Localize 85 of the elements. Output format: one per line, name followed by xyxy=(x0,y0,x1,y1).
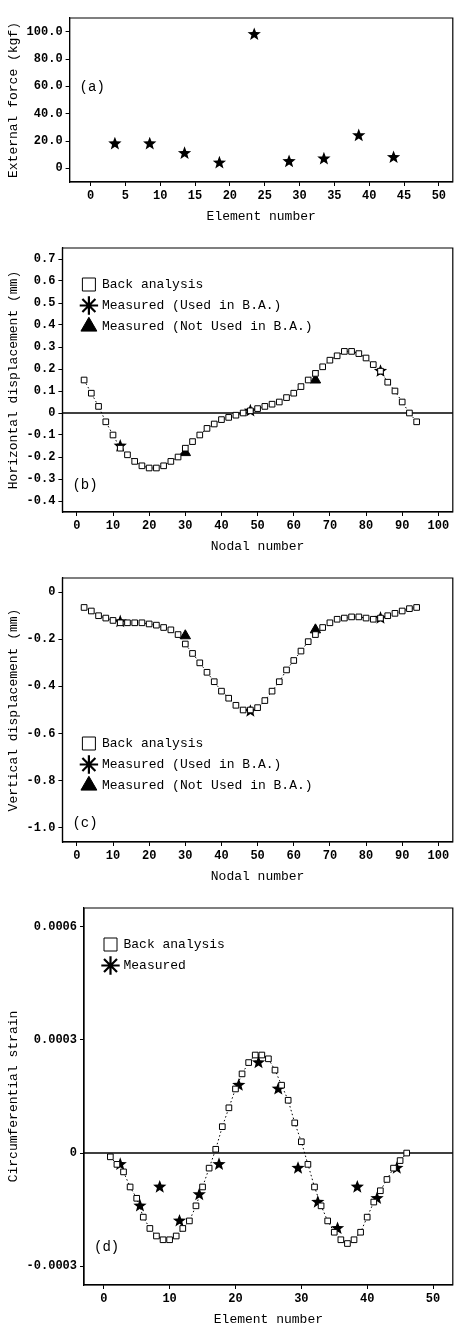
x-tick-label: 50 xyxy=(250,849,265,864)
legend-label: Measured xyxy=(123,957,186,973)
y-tick-label: 0 xyxy=(69,1146,78,1161)
y-tick-label: 0.1 xyxy=(33,384,56,399)
annotation: (a) xyxy=(79,78,105,95)
y-tick-label: 40.0 xyxy=(33,106,63,121)
x-tick-label: 5 xyxy=(121,189,129,204)
x-axis-title: Nodal number xyxy=(210,868,305,884)
x-tick-label: 60 xyxy=(286,519,301,534)
x-tick-label: 100 xyxy=(427,849,450,864)
y-axis-title: Circumferential strain xyxy=(6,1010,22,1183)
y-tick-label: 0 xyxy=(48,585,56,600)
x-tick-label: 40 xyxy=(359,1292,375,1307)
y-tick-label: 0.6 xyxy=(33,274,56,289)
x-tick-label: 20 xyxy=(222,189,238,204)
legend-label: Measured (Not Used in B.A.) xyxy=(101,318,313,334)
x-tick-label: 35 xyxy=(327,189,342,204)
y-tick-label: -0.8 xyxy=(26,773,56,788)
x-tick-label: 90 xyxy=(394,849,410,864)
x-tick-label: 50 xyxy=(425,1292,441,1307)
y-tick-label: 0 xyxy=(55,161,63,176)
y-tick-label: 0.3 xyxy=(33,340,56,355)
y-tick-label: 0 xyxy=(48,406,56,421)
y-tick-label: -1.0 xyxy=(26,820,56,835)
y-axis-title: External force (kgf) xyxy=(6,21,22,179)
annotation: (c) xyxy=(72,815,98,832)
x-tick-label: 0 xyxy=(100,1292,108,1307)
y-tick-label: 80.0 xyxy=(33,52,63,67)
x-tick-label: 20 xyxy=(141,519,157,534)
y-tick-label: 100.0 xyxy=(26,24,63,39)
x-tick-label: 10 xyxy=(105,519,121,534)
y-tick-label: -0.3 xyxy=(26,472,56,487)
x-tick-label: 10 xyxy=(152,189,168,204)
y-tick-label: -0.2 xyxy=(26,450,56,465)
x-tick-label: 80 xyxy=(358,849,374,864)
y-tick-label: 0.7 xyxy=(33,252,56,267)
x-tick-label: 20 xyxy=(228,1292,243,1307)
legend-label: Back analysis xyxy=(123,936,225,952)
legend-label: Back analysis xyxy=(101,735,204,751)
x-tick-label: 80 xyxy=(358,519,374,534)
x-axis-title: Element number xyxy=(213,1311,324,1327)
y-tick-label: -0.4 xyxy=(26,494,56,509)
y-tick-label: -0.1 xyxy=(26,428,56,443)
legend-label: Measured (Used in B.A.) xyxy=(101,756,282,772)
x-tick-label: 50 xyxy=(431,189,447,204)
x-tick-label: 15 xyxy=(187,189,203,204)
annotation: (d) xyxy=(94,1239,120,1255)
y-tick-label: 20.0 xyxy=(33,134,63,149)
x-tick-label: 30 xyxy=(178,849,193,864)
x-tick-label: 0 xyxy=(86,189,95,204)
x-tick-label: 30 xyxy=(292,189,307,204)
x-tick-label: 40 xyxy=(214,519,229,534)
y-tick-label: 0.0006 xyxy=(33,919,78,934)
x-tick-label: 50 xyxy=(250,519,265,534)
y-tick-label: -0.6 xyxy=(26,726,56,741)
y-axis-title: Horizontal displacement (mm) xyxy=(6,270,22,490)
y-tick-label: 0.0003 xyxy=(33,1032,78,1047)
x-tick-label: 10 xyxy=(105,849,121,864)
y-tick-label: 60.0 xyxy=(33,79,63,94)
x-tick-label: 20 xyxy=(141,849,157,864)
x-axis-title: Element number xyxy=(206,208,316,224)
legend-label: Back analysis xyxy=(101,276,204,292)
x-tick-label: 30 xyxy=(178,519,193,534)
x-axis-title: Nodal number xyxy=(210,538,305,554)
x-tick-label: 10 xyxy=(162,1292,177,1307)
x-tick-label: 25 xyxy=(257,189,272,204)
x-tick-label: 40 xyxy=(361,189,377,204)
y-tick-label: -0.0003 xyxy=(26,1259,78,1274)
x-tick-label: 100 xyxy=(427,519,450,534)
annotation: (b) xyxy=(72,477,98,494)
x-tick-label: 70 xyxy=(322,519,338,534)
y-tick-label: 0.4 xyxy=(33,318,56,333)
x-tick-label: 45 xyxy=(396,189,412,204)
y-tick-label: 0.5 xyxy=(33,296,56,311)
legend-label: Measured (Used in B.A.) xyxy=(101,297,282,313)
y-tick-label: 0.2 xyxy=(33,362,56,377)
x-tick-label: 90 xyxy=(394,519,410,534)
x-tick-label: 70 xyxy=(322,849,338,864)
legend-label: Measured (Not Used in B.A.) xyxy=(101,777,313,793)
y-axis-title: Vertical displacement (mm) xyxy=(6,608,22,812)
x-tick-label: 30 xyxy=(294,1292,309,1307)
y-tick-label: -0.2 xyxy=(26,632,56,647)
x-tick-label: 60 xyxy=(286,849,301,864)
x-tick-label: 40 xyxy=(214,849,229,864)
y-tick-label: -0.4 xyxy=(26,679,56,694)
